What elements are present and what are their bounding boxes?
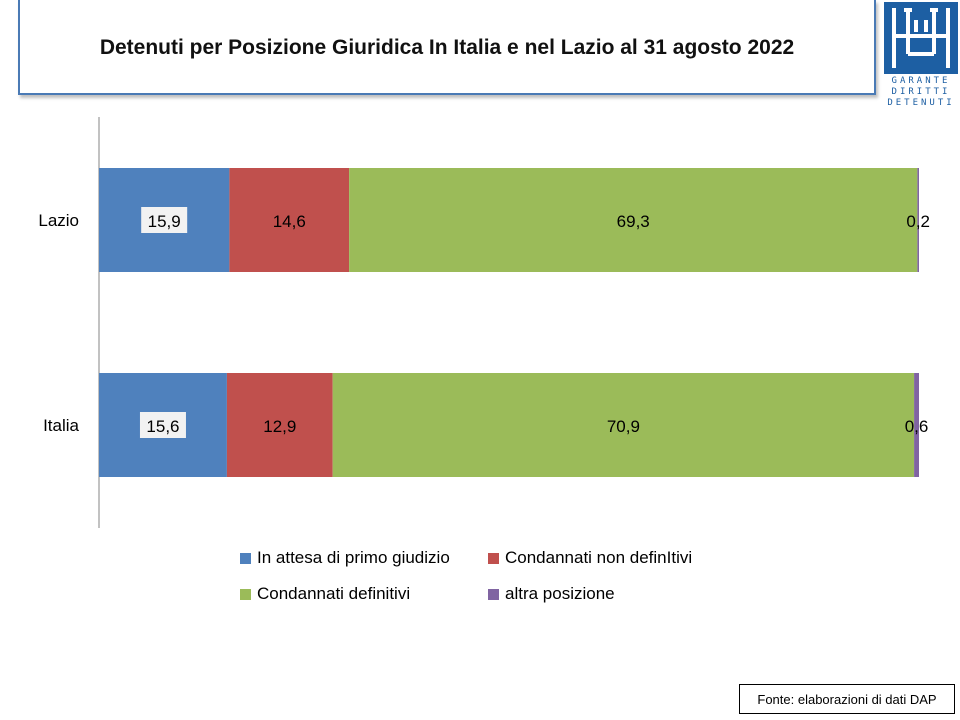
data-label-italia-series-2: 70,9	[607, 417, 640, 436]
bar-lazio-series-3	[917, 168, 919, 272]
data-label-italia-series-0: 15,6	[146, 417, 179, 436]
legend-swatch-definitivi	[240, 588, 251, 600]
legend-swatch-non-definitivi	[488, 552, 499, 564]
bar-italia-series-1	[226, 373, 333, 477]
category-label-lazio: Lazio	[38, 211, 79, 230]
bar-italia-series-3	[914, 373, 919, 477]
data-label-lazio-series-3: 0,2	[906, 212, 930, 231]
bar-lazio-series-2	[349, 168, 918, 272]
logo-text-line-3: DETENUTI	[887, 98, 955, 108]
logo-mark	[884, 2, 958, 74]
data-label-italia-series-1: 12,9	[263, 417, 296, 436]
legend-label-altra-posizione: altra posizione	[505, 584, 615, 603]
bar-italia-series-2	[332, 373, 915, 477]
legend-item-altra-posizione: altra posizione	[488, 584, 615, 604]
legend-swatch-altra-posizione	[488, 588, 499, 600]
legend-item-non-definitivi: Condannati non definItivi	[488, 548, 692, 568]
title-box: Detenuti per Posizione Giuridica In Ital…	[18, 0, 876, 95]
data-label-lazio-series-1: 14,6	[273, 212, 306, 231]
chart-title: Detenuti per Posizione Giuridica In Ital…	[99, 36, 795, 59]
logo-text-line-1: GARANTE	[891, 76, 951, 86]
logo-text-line-2: DIRITTI	[891, 87, 951, 97]
legend-label-definitivi: Condannati definitivi	[257, 584, 411, 603]
source-note: Fonte: elaborazioni di dati DAP	[739, 684, 955, 714]
legend-label-in-attesa: In attesa di primo giudizio	[257, 548, 450, 567]
legend-item-definitivi: Condannati definitivi	[240, 584, 410, 604]
data-label-italia-series-3: 0,6	[905, 417, 929, 436]
data-label-lazio-series-2: 69,3	[617, 212, 650, 231]
legend-swatch-in-attesa	[240, 552, 251, 564]
legend-label-non-definitivi: Condannati non definItivi	[505, 548, 693, 567]
garante-logo: GARANTE DIRITTI DETENUTI	[882, 2, 958, 110]
stacked-bar-chart: Lazio 15,9 14,6 69,3 0,2 Italia 15,6 12,9 70,9 0,…	[38, 117, 930, 528]
data-label-bg-lazio-series-0	[141, 207, 188, 233]
category-label-italia: Italia	[43, 416, 79, 435]
data-label-bg-italia-series-0	[139, 412, 186, 438]
bar-lazio-series-1	[229, 168, 350, 272]
legend-item-in-attesa: In attesa di primo giudizio	[240, 548, 450, 568]
data-label-lazio-series-0: 15,9	[148, 212, 181, 231]
